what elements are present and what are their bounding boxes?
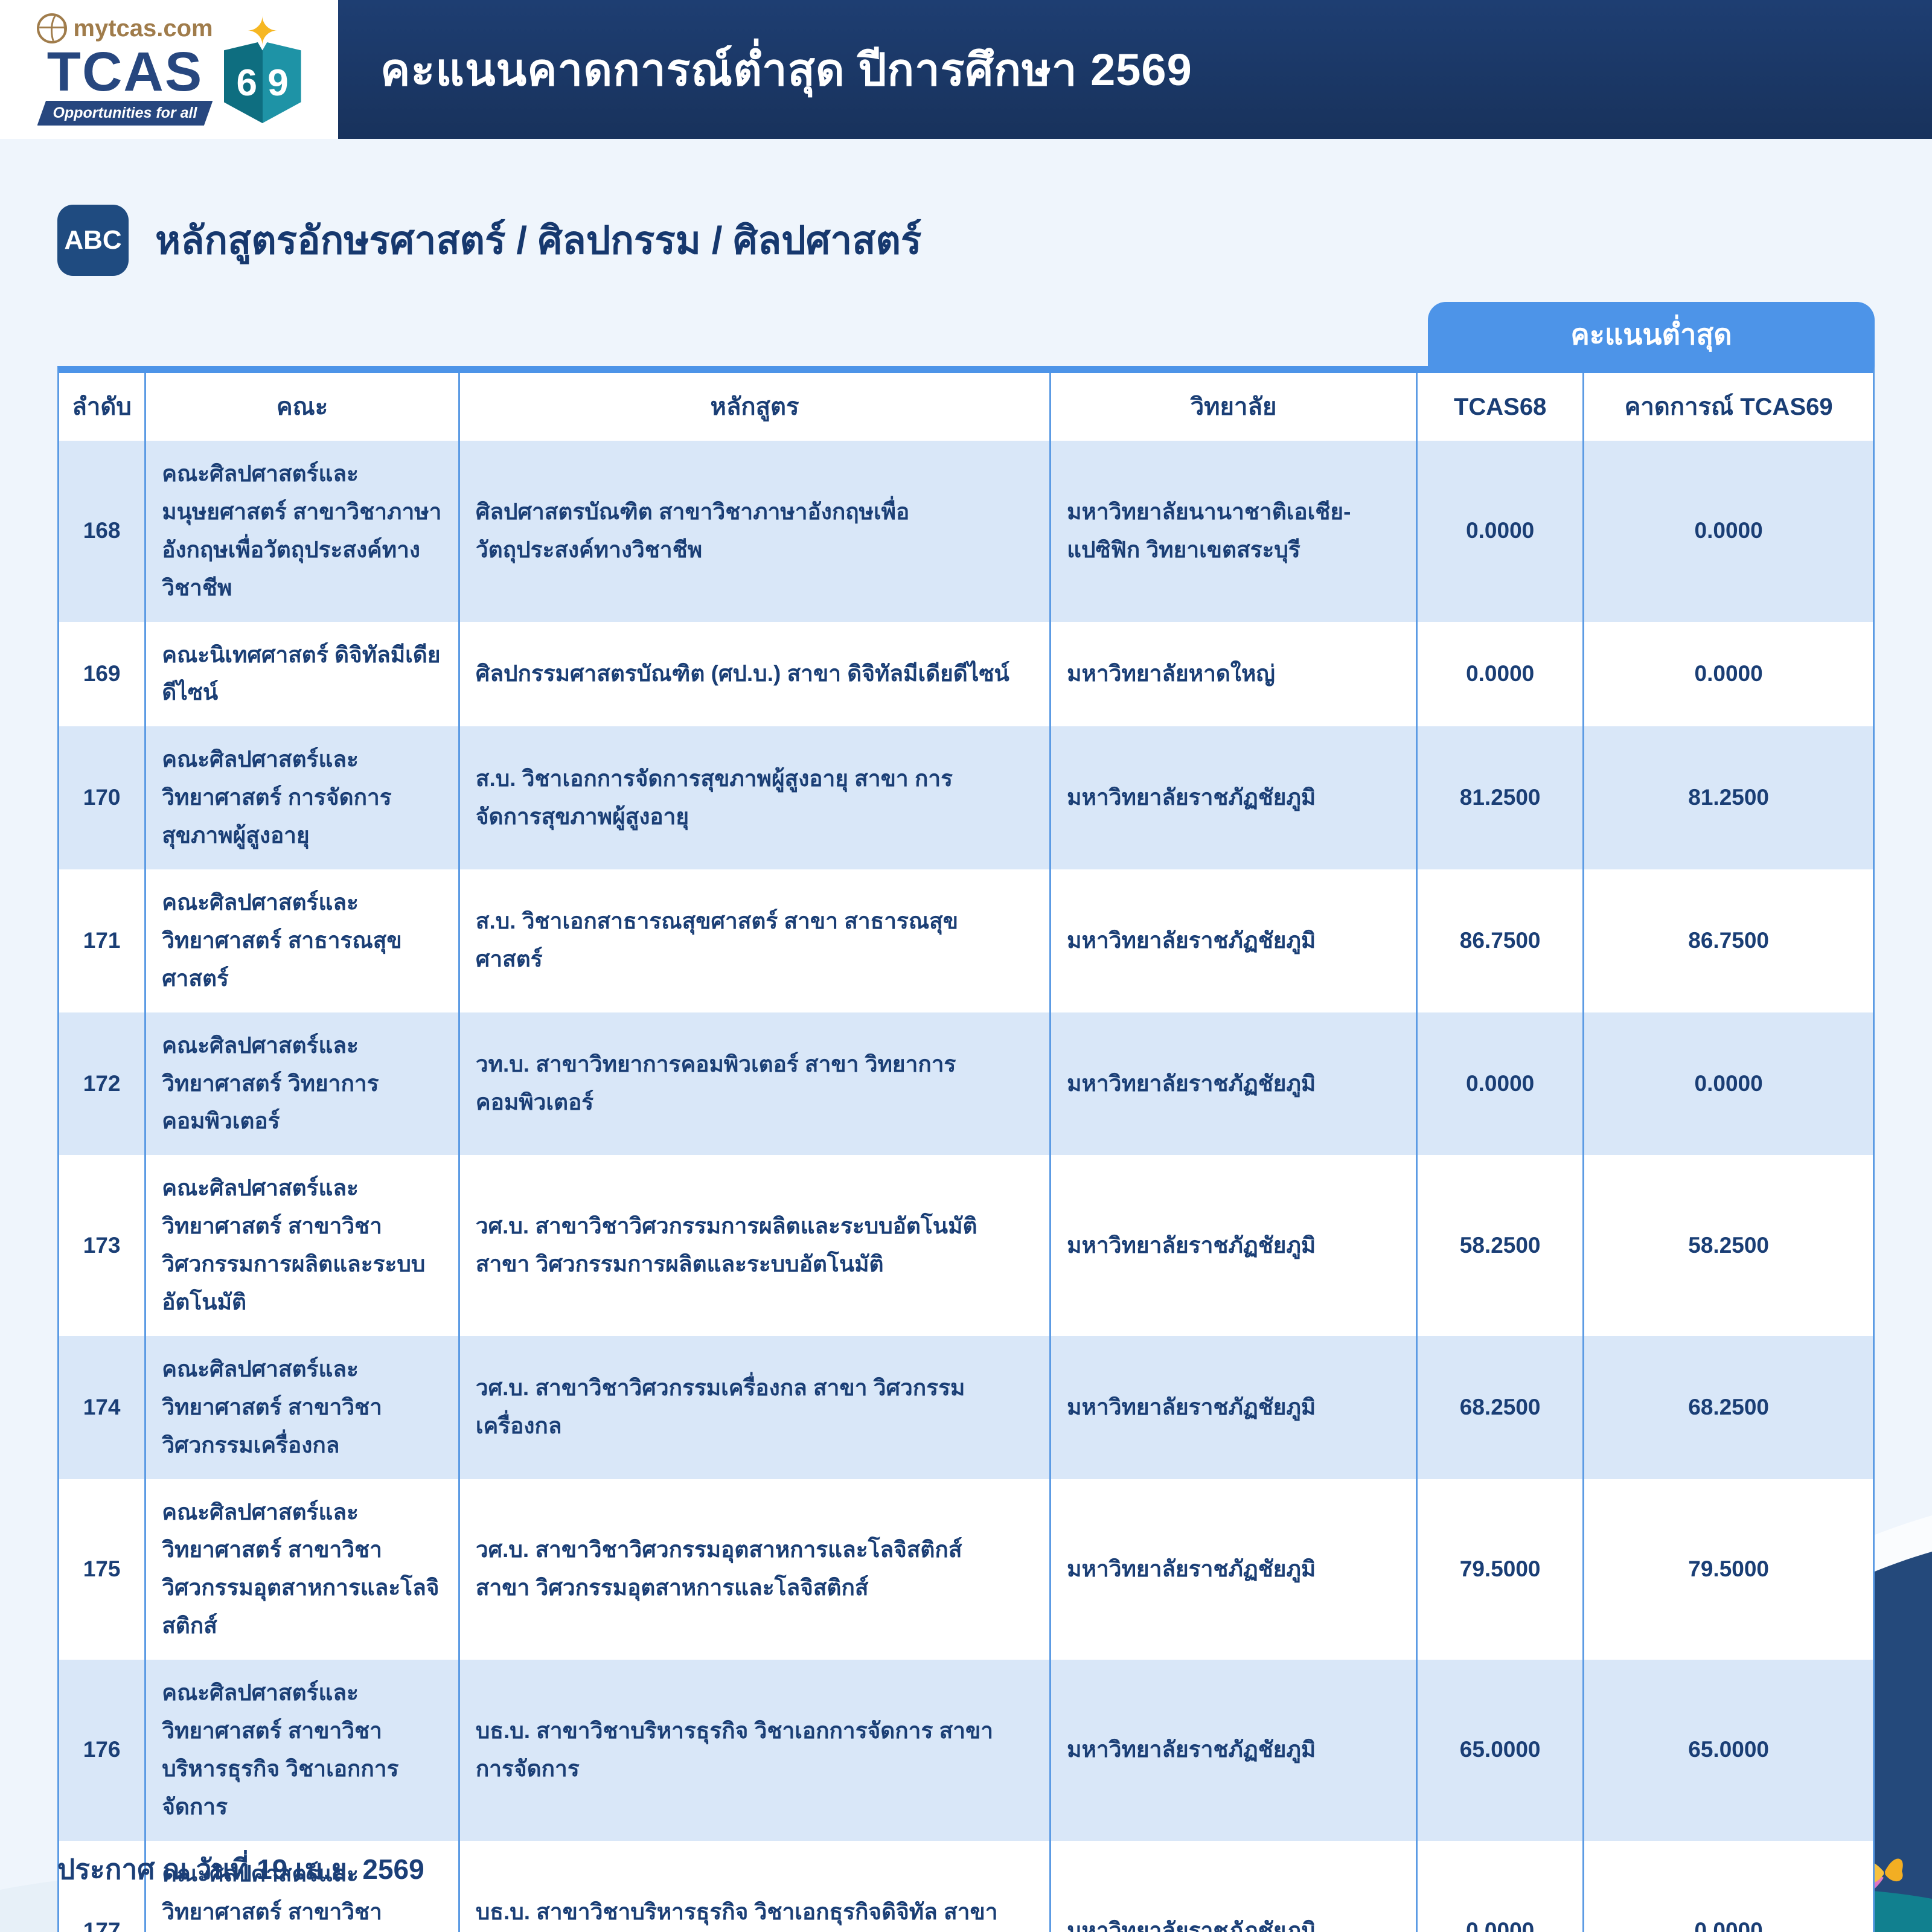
cell-faculty: คณะศิลปศาสตร์และวิทยาศาสตร์ การจัดการสุข… — [144, 726, 458, 870]
cell-tcas68: 81.2500 — [1415, 726, 1582, 870]
cell-faculty: คณะศิลปศาสตร์และวิทยาศาสตร์ วิทยาการคอมพ… — [144, 1012, 458, 1156]
cell-order: 174 — [83, 1394, 121, 1419]
cell-program: ศิลปกรรมศาสตรบัณฑิต (ศป.บ.) สาขา ดิจิทัล… — [458, 621, 1049, 727]
table-row: 172 คณะศิลปศาสตร์และวิทยาศาสตร์ วิทยาการค… — [59, 1012, 1873, 1156]
logo-site-text: mytcas.com — [73, 14, 213, 42]
cell-college: มหาวิทยาลัยราชภัฏชัยภูมิ — [1049, 1479, 1416, 1660]
cell-program: บธ.บ. สาขาวิชาบริหารธุรกิจ วิชาเอกการจัด… — [458, 1660, 1049, 1841]
table-row: 169 คณะนิเทศศาสตร์ ดิจิทัลมีเดียดีไซน์ ศิล… — [59, 621, 1873, 727]
col-header-order: ลำดับ — [59, 373, 145, 441]
table-row: 174 คณะศิลปศาสตร์และวิทยาศาสตร์ สาขาวิชาว… — [59, 1335, 1873, 1479]
score-tab-row: คะแนนต่ำสุด — [57, 302, 1875, 366]
cell-order: 173 — [83, 1232, 121, 1258]
cell-program: บธ.บ. สาขาวิชาบริหารธุรกิจ วิชาเอกธุรกิจ… — [458, 1840, 1049, 1932]
cell-faculty: คณะศิลปศาสตร์และวิทยาศาสตร์ สาขาวิชาบริห… — [144, 1840, 458, 1932]
cell-college: มหาวิทยาลัยราชภัฏชัยภูมิ — [1049, 726, 1416, 870]
logo-site-row: mytcas.com — [37, 13, 213, 44]
table-row: 176 คณะศิลปศาสตร์และวิทยาศาสตร์ สาขาวิชาบ… — [59, 1660, 1873, 1841]
cell-faculty: คณะศิลปศาสตร์และมนุษยศาสตร์ สาขาวิชาภาษา… — [144, 441, 458, 622]
page-title: คะแนนคาดการณ์ต่ำสุด ปีการศึกษา 2569 — [380, 45, 1192, 95]
book-digits: 6 9 — [223, 42, 301, 123]
cell-tcas69: 0.0000 — [1582, 1012, 1873, 1156]
cell-order: 175 — [83, 1556, 121, 1581]
tcas-logo: mytcas.com TCAS Opportunities for all ✦ … — [0, 0, 338, 139]
cell-order: 171 — [83, 927, 121, 953]
cell-tcas68: 68.2500 — [1415, 1335, 1582, 1479]
cell-tcas68: 0.0000 — [1415, 621, 1582, 727]
col-header-tcas68: TCAS68 — [1415, 373, 1583, 441]
cell-tcas69: 0.0000 — [1582, 621, 1873, 727]
cell-tcas69: 86.7500 — [1582, 869, 1873, 1012]
cell-order: 176 — [83, 1737, 121, 1762]
abc-badge: ABC — [57, 205, 129, 276]
cell-college: มหาวิทยาลัยนานาชาติเอเชีย-แปซิฟิก วิทยาเ… — [1049, 441, 1416, 622]
cell-tcas69: 65.0000 — [1582, 1660, 1873, 1841]
cell-tcas69: 81.2500 — [1582, 726, 1873, 870]
cell-faculty: คณะศิลปศาสตร์และวิทยาศาสตร์ สาขาวิชาวิศว… — [144, 1155, 458, 1336]
cell-college: มหาวิทยาลัยราชภัฏชัยภูมิ — [1049, 869, 1416, 1012]
col-header-tcas69: คาดการณ์ TCAS69 — [1582, 373, 1873, 441]
cell-order: 168 — [83, 518, 121, 543]
cell-faculty: คณะศิลปศาสตร์และวิทยาศาสตร์ สาขาวิชาวิศว… — [144, 1479, 458, 1660]
col-header-faculty: คณะ — [144, 373, 458, 441]
cell-tcas68: 79.5000 — [1415, 1479, 1582, 1660]
cell-tcas69: 79.5000 — [1582, 1479, 1873, 1660]
cell-program: วศ.บ. สาขาวิชาวิศวกรรมการผลิตและระบบอัตโ… — [458, 1155, 1049, 1336]
publish-date: ประกาศ ณ วันที่ 19 เม.ย. 2569 — [57, 1854, 424, 1885]
table-body: 168 คณะศิลปศาสตร์และมนุษยศาสตร์ สาขาวิชาภ… — [59, 441, 1873, 1932]
logo-book-69: ✦ 6 9 — [223, 12, 301, 123]
table-row: 175 คณะศิลปศาสตร์และวิทยาศาสตร์ สาขาวิชาว… — [59, 1479, 1873, 1660]
score-table: ลำดับ คณะ หลักสูตร วิทยาลัย TCAS68 คาดกา… — [57, 366, 1875, 1932]
cell-tcas68: 0.0000 — [1415, 1840, 1582, 1932]
cell-tcas69: 0.0000 — [1582, 441, 1873, 622]
content-area: ABC หลักสูตรอักษรศาสตร์ / ศิลปกรรม / ศิล… — [57, 139, 1875, 1932]
cell-program: ส.บ. วิชาเอกการจัดการสุขภาพผู้สูงอายุ สา… — [458, 726, 1049, 870]
cell-program: ส.บ. วิชาเอกสาธารณสุขศาสตร์ สาขา สาธารณส… — [458, 869, 1049, 1012]
logo-left: mytcas.com TCAS Opportunities for all — [37, 13, 213, 126]
cell-faculty: คณะศิลปศาสตร์และวิทยาศาสตร์ สาขาวิชาวิศว… — [144, 1335, 458, 1479]
cell-faculty: คณะนิเทศศาสตร์ ดิจิทัลมีเดียดีไซน์ — [144, 621, 458, 727]
cell-tcas68: 0.0000 — [1415, 441, 1582, 622]
cell-program: ศิลปศาสตรบัณฑิต สาขาวิชาภาษาอังกฤษเพื่อว… — [458, 441, 1049, 622]
table-row: 173 คณะศิลปศาสตร์และวิทยาศาสตร์ สาขาวิชาว… — [59, 1155, 1873, 1336]
cell-order: 170 — [83, 785, 121, 810]
logo-tagline: Opportunities for all — [37, 100, 213, 126]
cell-tcas68: 86.7500 — [1415, 869, 1582, 1012]
table-row: 177 คณะศิลปศาสตร์และวิทยาศาสตร์ สาขาวิชาบ… — [59, 1840, 1873, 1932]
col-header-college: วิทยาลัย — [1049, 373, 1416, 441]
cell-tcas69: 58.2500 — [1582, 1155, 1873, 1336]
cell-tcas69: 0.0000 — [1582, 1840, 1873, 1932]
cell-college: มหาวิทยาลัยราชภัฏชัยภูมิ — [1049, 1012, 1416, 1156]
min-score-tab: คะแนนต่ำสุด — [1428, 302, 1875, 366]
cell-college: มหาวิทยาลัยหาดใหญ่ — [1049, 621, 1416, 727]
cell-tcas69: 68.2500 — [1582, 1335, 1873, 1479]
cell-program: วศ.บ. สาขาวิชาวิศวกรรมอุตสาหการและโลจิสต… — [458, 1479, 1049, 1660]
cell-order: 172 — [83, 1070, 121, 1096]
cell-faculty: คณะศิลปศาสตร์และวิทยาศาสตร์ สาธารณสุขศาส… — [144, 869, 458, 1012]
table-row: 170 คณะศิลปศาสตร์และวิทยาศาสตร์ การจัดการ… — [59, 726, 1873, 870]
cell-tcas68: 0.0000 — [1415, 1012, 1582, 1156]
cell-order: 169 — [83, 661, 121, 686]
table-header-row: ลำดับ คณะ หลักสูตร วิทยาลัย TCAS68 คาดกา… — [59, 373, 1873, 441]
cell-tcas68: 65.0000 — [1415, 1660, 1582, 1841]
cell-college: มหาวิทยาลัยราชภัฏชัยภูมิ — [1049, 1155, 1416, 1336]
cell-college: มหาวิทยาลัยราชภัฏชัยภูมิ — [1049, 1335, 1416, 1479]
section-header: ABC หลักสูตรอักษรศาสตร์ / ศิลปกรรม / ศิล… — [57, 204, 1875, 277]
cell-order: 177 — [83, 1918, 121, 1932]
section-title: หลักสูตรอักษรศาสตร์ / ศิลปกรรม / ศิลปศาส… — [155, 219, 922, 262]
cell-program: วท.บ. สาขาวิทยาการคอมพิวเตอร์ สาขา วิทยา… — [458, 1012, 1049, 1156]
cell-program: วศ.บ. สาขาวิชาวิศวกรรมเครื่องกล สาขา วิศ… — [458, 1335, 1049, 1479]
cell-faculty: คณะศิลปศาสตร์และวิทยาศาสตร์ สาขาวิชาบริห… — [144, 1660, 458, 1841]
logo-brand-text: TCAS — [46, 41, 203, 103]
globe-icon — [37, 13, 68, 44]
col-header-program: หลักสูตร — [458, 373, 1050, 441]
cell-tcas68: 58.2500 — [1415, 1155, 1582, 1336]
cell-college: มหาวิทยาลัยราชภัฏชัยภูมิ — [1049, 1660, 1416, 1841]
cell-college: มหาวิทยาลัยราชภัฏชัยภูมิ — [1049, 1840, 1416, 1932]
table-row: 168 คณะศิลปศาสตร์และมนุษยศาสตร์ สาขาวิชาภ… — [59, 441, 1873, 622]
table-row: 171 คณะศิลปศาสตร์และวิทยาศาสตร์ สาธารณสุข… — [59, 869, 1873, 1012]
